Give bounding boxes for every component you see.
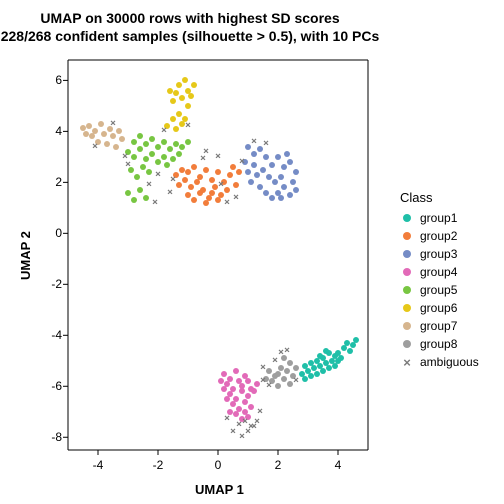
legend-label: group1 [420,211,457,225]
legend-item-group7: group7 [400,317,479,335]
legend-label: group2 [420,229,457,243]
y-tick-label: 4 [40,124,62,138]
legend-item-group6: group6 [400,299,479,317]
x-tick-label: 4 [335,458,342,472]
dot-icon [400,211,414,225]
x-tick-label: 0 [215,458,222,472]
dot-icon [400,229,414,243]
y-tick-label: 0 [40,226,62,240]
dot-icon [400,283,414,297]
legend-item-group1: group1 [400,209,479,227]
legend-item-ambiguous: × ambiguous [400,353,479,371]
x-tick-label: 2 [275,458,282,472]
legend-item-group8: group8 [400,335,479,353]
dot-icon [400,319,414,333]
y-tick-label: -6 [40,379,62,393]
legend-label: group3 [420,247,457,261]
y-tick-label: -2 [40,277,62,291]
dot-icon [400,337,414,351]
x-tick-label: -2 [153,458,164,472]
y-axis-label: UMAP 2 [18,231,33,280]
y-tick-label: -8 [40,430,62,444]
x-axis-label: UMAP 1 [195,482,244,497]
dot-icon [400,265,414,279]
legend-title: Class [400,190,479,205]
y-tick-label: 6 [40,73,62,87]
dot-icon [400,301,414,315]
legend-item-group5: group5 [400,281,479,299]
umap-scatter-figure: UMAP on 30000 rows with highest SD score… [0,0,504,504]
y-tick-label: 2 [40,175,62,189]
x-marker-icon: × [400,355,414,369]
legend-item-group3: group3 [400,245,479,263]
legend-label: group5 [420,283,457,297]
y-tick-label: -4 [40,328,62,342]
legend-label: group7 [420,319,457,333]
legend-item-group2: group2 [400,227,479,245]
x-tick-label: -4 [93,458,104,472]
dot-icon [400,247,414,261]
legend-item-group4: group4 [400,263,479,281]
legend-label: group6 [420,301,457,315]
legend-label: ambiguous [420,355,479,369]
legend: Class group1 group2 group3 group4 group5 grou… [400,190,479,371]
legend-label: group8 [420,337,457,351]
legend-label: group4 [420,265,457,279]
